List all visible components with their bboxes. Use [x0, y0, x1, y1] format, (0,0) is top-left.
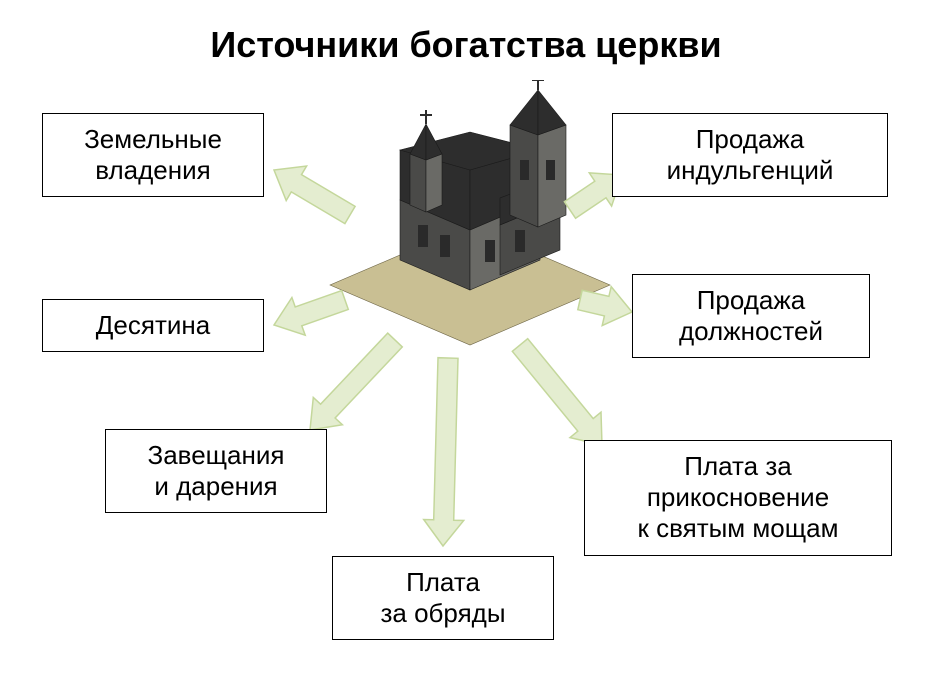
- arrow-to-rites: [424, 358, 464, 546]
- node-offices: Продажа должностей: [632, 274, 870, 358]
- node-rites: Плата за обряды: [332, 556, 554, 640]
- node-indulg: Продажа индульгенций: [612, 113, 888, 197]
- center-church-illustration: [310, 80, 630, 350]
- church-icon: [310, 80, 630, 350]
- node-relics: Плата за прикосновение к святым мощам: [584, 440, 892, 556]
- node-bequests: Завещания и дарения: [105, 429, 327, 513]
- node-tithe: Десятина: [42, 299, 264, 352]
- node-lands: Земельные владения: [42, 113, 264, 197]
- page-title: Источники богатства церкви: [0, 24, 932, 66]
- arrow-to-relics: [512, 339, 602, 445]
